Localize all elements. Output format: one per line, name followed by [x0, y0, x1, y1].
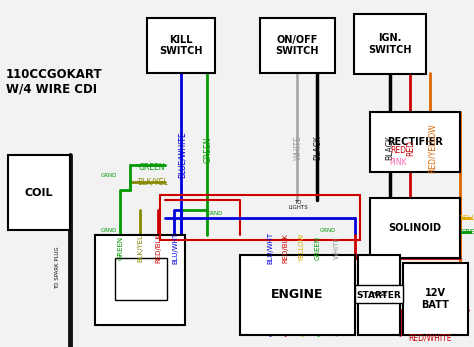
Text: GRND: GRND: [101, 172, 117, 178]
Text: RED: RED: [390, 145, 406, 154]
Text: BLACK: BLACK: [385, 136, 394, 160]
Bar: [354, 14, 426, 74]
Text: BLK/YEL: BLK/YEL: [137, 178, 168, 186]
Text: BLACK: BLACK: [313, 136, 322, 160]
Bar: [240, 255, 355, 335]
Text: GREEN: GREEN: [203, 137, 212, 163]
Text: BLU/WHT: BLU/WHT: [172, 232, 178, 264]
Text: TO
LIGHTS: TO LIGHTS: [288, 200, 308, 210]
Text: RED/YELLOW: RED/YELLOW: [428, 123, 437, 173]
Text: WHITE: WHITE: [293, 136, 302, 160]
Text: YELLOW: YELLOW: [459, 215, 474, 221]
Text: 110CCGOKART
W/4 WIRE CDI: 110CCGOKART W/4 WIRE CDI: [6, 68, 103, 95]
Text: RED: RED: [407, 140, 416, 156]
Text: SOLINOID: SOLINOID: [389, 223, 441, 233]
Text: IGN.
SWITCH: IGN. SWITCH: [368, 33, 412, 55]
Text: CDI: CDI: [129, 275, 151, 285]
Text: BLK/YEL: BLK/YEL: [137, 234, 143, 262]
Bar: [370, 112, 460, 172]
Text: COIL: COIL: [25, 187, 53, 197]
Text: FUSE: FUSE: [371, 291, 387, 296]
Text: KILL
SWITCH: KILL SWITCH: [159, 35, 203, 56]
Text: GRND: GRND: [207, 211, 223, 215]
Text: RECTIFIER: RECTIFIER: [387, 137, 443, 147]
Text: STARTER: STARTER: [356, 290, 401, 299]
Text: GRND: GRND: [320, 228, 336, 232]
Bar: [95, 235, 185, 325]
Text: YELLOW: YELLOW: [299, 234, 305, 262]
Bar: [370, 198, 460, 258]
Text: GREEN: GREEN: [118, 236, 124, 260]
Bar: [8, 155, 70, 230]
Text: TO SPARK PLUG: TO SPARK PLUG: [55, 247, 61, 289]
Bar: [160, 195, 360, 240]
Text: RED/BLK: RED/BLK: [155, 233, 161, 263]
Text: 12V
BATT: 12V BATT: [421, 288, 449, 310]
Text: ENGINE: ENGINE: [271, 288, 324, 302]
Text: BLUE/WHITE: BLUE/WHITE: [177, 132, 186, 178]
Text: ON/OFF
SWITCH: ON/OFF SWITCH: [276, 35, 319, 56]
Bar: [115, 258, 167, 300]
Text: GREEN: GREEN: [315, 236, 321, 260]
Text: GREEN: GREEN: [461, 229, 474, 235]
Text: PINK: PINK: [389, 158, 407, 167]
Bar: [260, 18, 335, 73]
Bar: [355, 285, 403, 303]
Text: GREEN: GREEN: [139, 162, 165, 171]
Text: FUSE: FUSE: [371, 291, 387, 296]
Text: GRND: GRND: [101, 228, 117, 232]
Bar: [403, 263, 468, 335]
Text: RED/BLK: RED/BLK: [282, 233, 288, 263]
Text: WHITE: WHITE: [334, 237, 340, 259]
Bar: [147, 18, 215, 73]
Bar: [358, 255, 400, 335]
Text: RED/WHITE: RED/WHITE: [408, 333, 452, 342]
Text: BLU/WHT: BLU/WHT: [267, 232, 273, 264]
